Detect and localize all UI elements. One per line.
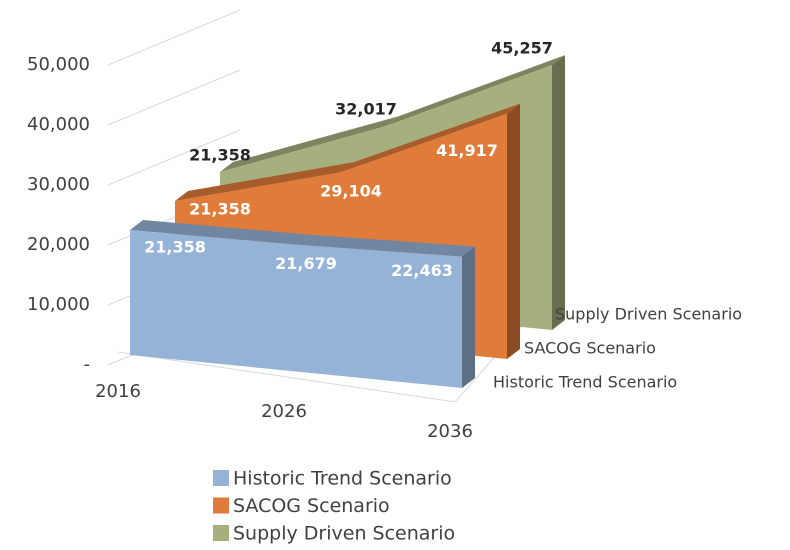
data-label: 32,017 [335,100,397,119]
x-tick-label: 2036 [427,421,473,442]
data-label: 29,104 [320,182,382,201]
area-side [507,103,520,359]
y-tick-label: 10,000 [27,294,90,315]
area-side [462,246,475,388]
depth-tick-label: SACOG Scenario [524,339,656,358]
y-tick-label: 40,000 [27,114,90,135]
grid-line [107,9,241,66]
area-top [175,162,354,201]
data-label: 21,679 [275,254,337,273]
y-tick-label: 20,000 [27,234,90,255]
legend-label: Supply Driven Scenario [233,523,455,545]
legend-swatch [213,497,229,514]
grid-line [107,69,241,126]
area-top [386,55,565,127]
legend-label: Historic Trend Scenario [233,468,452,490]
x-tick-label: 2026 [261,401,307,422]
depth-tick-label: Supply Driven Scenario [555,305,742,324]
data-label: 21,358 [189,200,251,219]
area-top [341,103,520,173]
area [130,230,462,388]
legend-swatch [213,525,229,541]
x-tick-label: 2016 [95,381,141,402]
legend-label: SACOG Scenario [233,495,390,517]
y-tick-label: 30,000 [27,174,90,195]
y-tick-label: - [84,354,91,375]
depth-tick-label: Historic Trend Scenario [493,373,677,392]
y-tick-label: 50,000 [27,54,90,75]
area-top [296,234,475,257]
grid-line [107,129,241,186]
data-label: 22,463 [391,261,453,280]
x-axis-line [117,351,456,403]
data-label: 45,257 [491,39,553,58]
area-side [552,55,565,330]
data-label: 41,917 [436,141,498,160]
area-top [130,220,309,245]
area-top [220,116,399,172]
data-label: 21,358 [144,238,206,257]
legend-swatch [213,470,229,486]
data-label: 21,358 [189,146,251,165]
